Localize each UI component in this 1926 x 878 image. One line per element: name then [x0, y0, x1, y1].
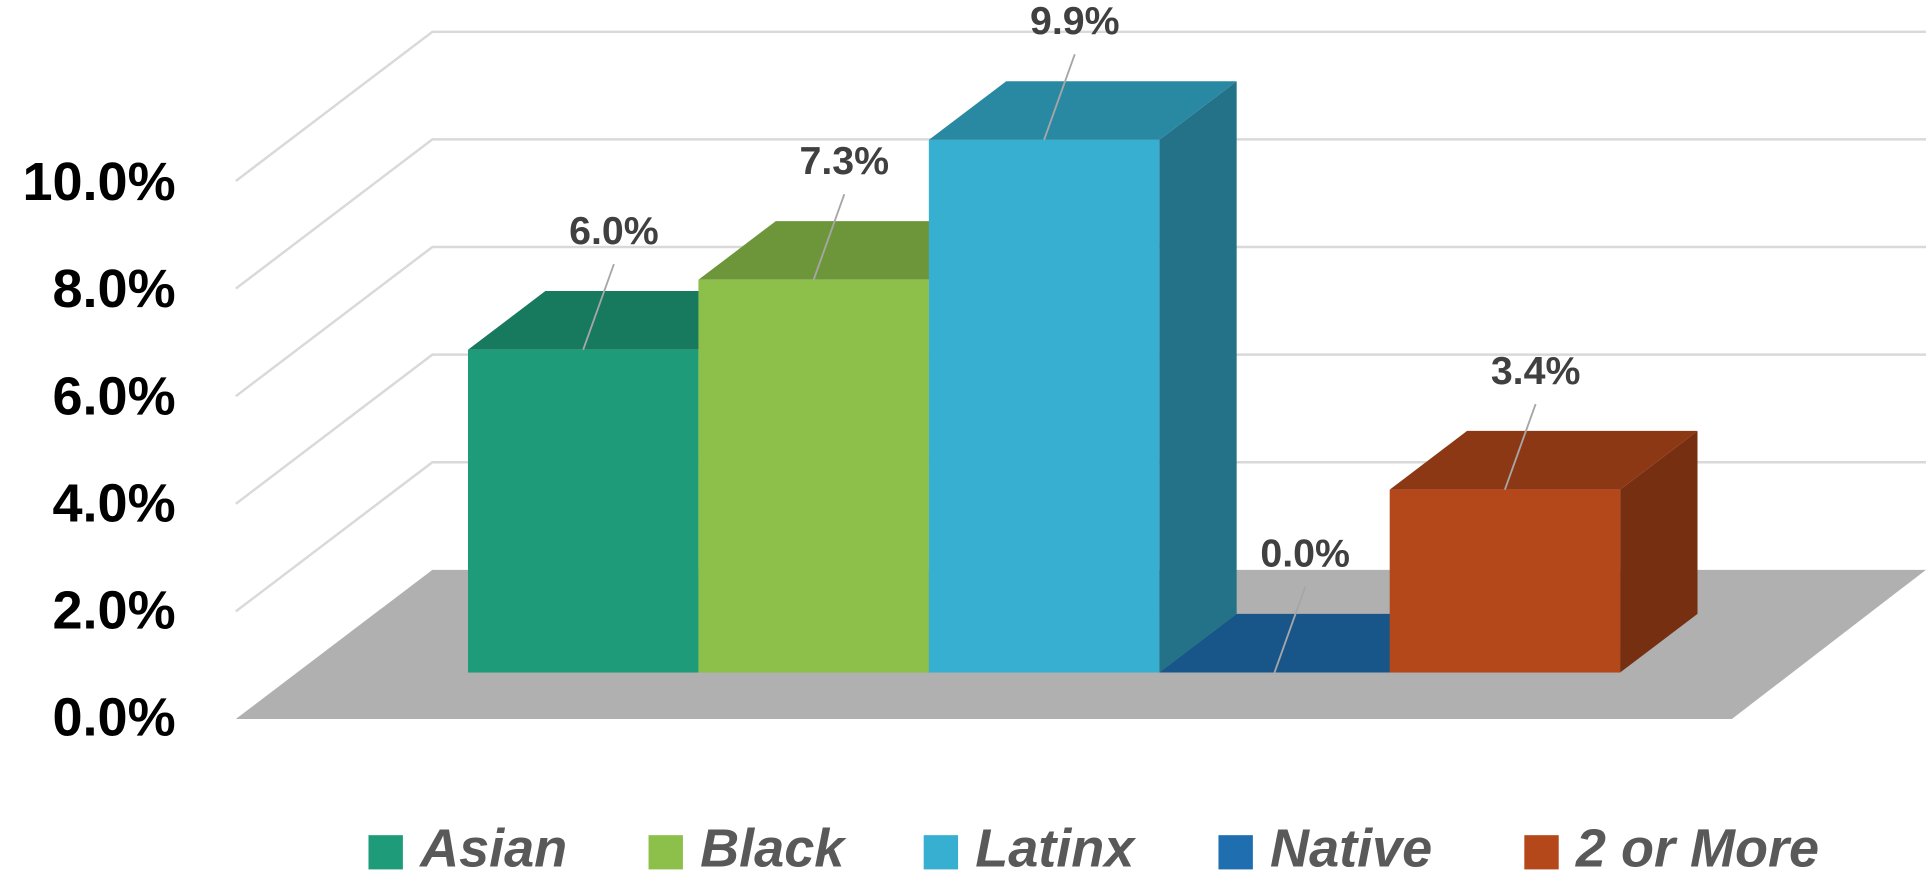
data-label: 9.9% — [1030, 0, 1120, 43]
bar-side — [1620, 430, 1698, 673]
y-tick-label: 4.0% — [52, 474, 175, 534]
bar-side — [1159, 81, 1237, 673]
grid-line — [235, 245, 1926, 398]
bar — [698, 279, 929, 673]
legend-swatch — [368, 835, 403, 870]
legend-swatch — [1524, 835, 1559, 870]
leader-line — [582, 263, 615, 351]
legend-swatch — [648, 835, 683, 870]
bar-top — [928, 81, 1237, 140]
legend-swatch — [1218, 835, 1253, 870]
plot: 0.0% 2.0% 4.0% 6.0% 8.0% 10.0% 6.0% Asian 7.3% Bl… — [22, 0, 1926, 878]
data-label: 6.0% — [569, 210, 659, 253]
bar-top — [1389, 430, 1698, 490]
data-label: 3.4% — [1491, 350, 1581, 393]
leader-line — [1043, 53, 1076, 141]
legend-label: 2 or More — [1575, 819, 1819, 878]
bar — [467, 349, 699, 673]
legend-label: Asian — [418, 819, 567, 878]
bar — [928, 139, 1160, 673]
grid-line — [235, 30, 1926, 182]
leader-line — [812, 193, 846, 281]
y-tick-label: 0.0% — [52, 688, 175, 748]
y-tick-label: 8.0% — [52, 259, 175, 319]
y-tick-label: 2.0% — [52, 581, 175, 641]
data-label: 0.0% — [1260, 533, 1350, 576]
legend-label: Latinx — [975, 819, 1136, 878]
grid-line — [235, 138, 1926, 290]
legend-label: Black — [700, 819, 847, 878]
y-tick-label: 6.0% — [52, 366, 175, 426]
data-label: 7.3% — [800, 140, 890, 183]
legend-label: Native — [1270, 819, 1432, 878]
y-tick-label: 10.0% — [22, 152, 175, 212]
legend-swatch — [923, 835, 959, 870]
leader-line — [1504, 403, 1537, 490]
bar — [1389, 489, 1621, 673]
grid-line — [235, 353, 1926, 505]
leader-line — [1273, 586, 1307, 673]
